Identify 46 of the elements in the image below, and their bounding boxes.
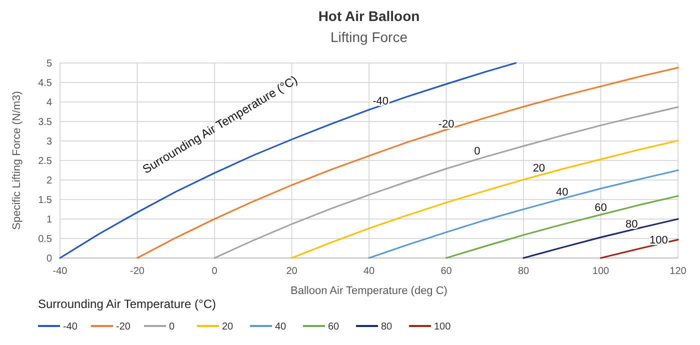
legend-label: -20 xyxy=(116,322,131,332)
annotation: 80 xyxy=(626,218,638,230)
y-axis-title: Specific Lifting Force (N/m3) xyxy=(11,91,23,230)
y-tick-label: 5 xyxy=(46,58,52,70)
line-series xyxy=(59,62,517,259)
annotation: 100 xyxy=(650,234,668,246)
y-tick-label: 4 xyxy=(46,98,52,108)
annotation: 20 xyxy=(532,162,546,174)
chart-title: Hot Air Balloon xyxy=(318,8,420,24)
legend-label: -40 xyxy=(63,322,78,332)
y-tick-label: 3 xyxy=(46,136,52,148)
y-tick-label: 1 xyxy=(46,214,52,226)
legend-label: 60 xyxy=(328,322,340,332)
annotation: -40 xyxy=(372,96,389,108)
annotation: -20 xyxy=(438,118,454,130)
legend-title: Surrounding Air Temperature (°C) xyxy=(38,297,216,311)
x-tick-label: 0 xyxy=(212,266,218,277)
y-tick-label: 0.5 xyxy=(38,234,52,245)
line-series xyxy=(445,195,679,259)
line-series xyxy=(290,140,679,259)
legend-label: 0 xyxy=(169,322,175,332)
x-tick-label: -20 xyxy=(130,266,145,277)
chart-subtitle: Lifting Force xyxy=(330,29,408,45)
x-tick-label: -40 xyxy=(52,266,68,277)
x-tick-label: 20 xyxy=(286,266,298,277)
legend-label: 40 xyxy=(275,322,287,332)
legend-label: 100 xyxy=(434,322,452,332)
legend-label: 20 xyxy=(222,322,234,332)
annotation: 60 xyxy=(594,202,607,214)
annotation: 0 xyxy=(474,146,480,158)
x-tick-label: 100 xyxy=(592,266,610,277)
y-tick-label: 2 xyxy=(46,176,52,186)
x-tick-label: 40 xyxy=(363,266,375,277)
line-series xyxy=(136,66,679,259)
y-tick-label: 3.5 xyxy=(38,117,52,128)
y-tick-label: 1.5 xyxy=(38,195,52,206)
x-tick-label: 80 xyxy=(518,266,530,277)
y-tick-label: 2.5 xyxy=(38,156,52,167)
line-series xyxy=(522,218,679,259)
x-tick-label: 120 xyxy=(670,266,687,277)
x-axis-title: Balloon Air Temperature (deg C) xyxy=(290,285,448,297)
legend-label: 80 xyxy=(381,322,393,332)
y-tick-label: 4.5 xyxy=(38,78,52,89)
y-tick-label: 0 xyxy=(46,254,52,264)
annotation: 40 xyxy=(556,186,568,198)
x-tick-label: 60 xyxy=(440,266,452,277)
